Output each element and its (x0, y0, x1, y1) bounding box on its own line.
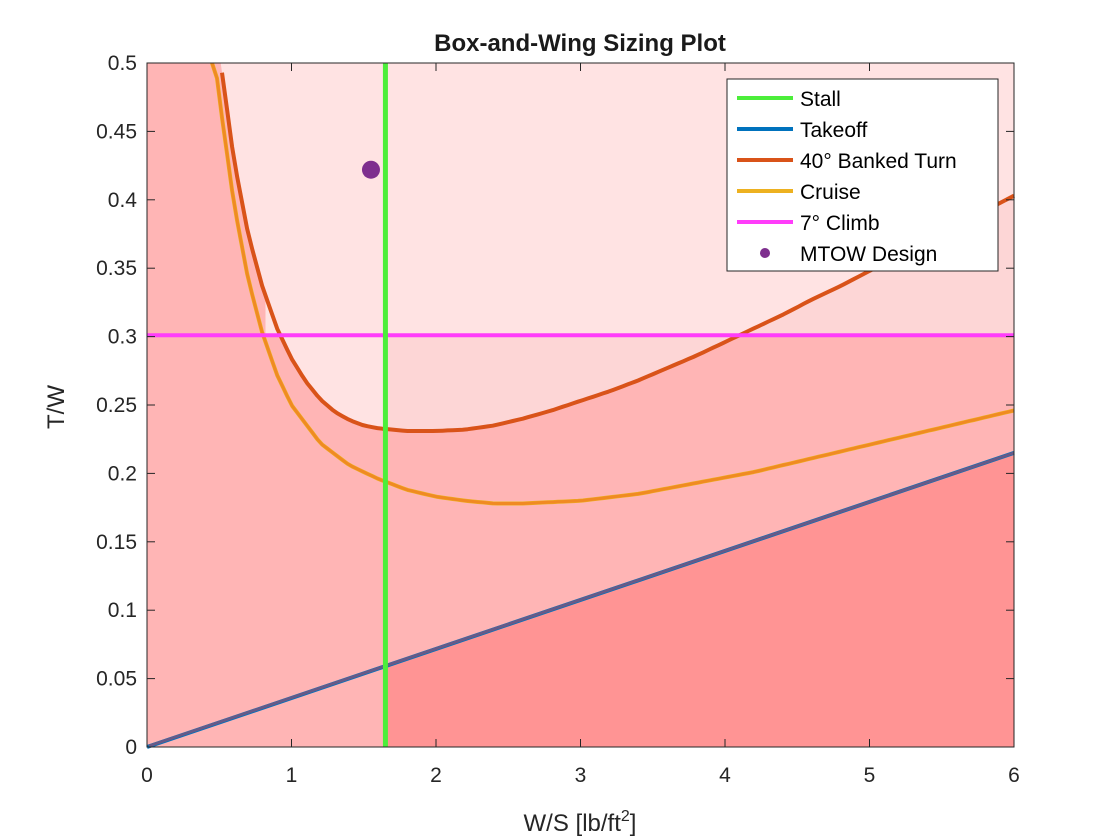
chart-title: Box-and-Wing Sizing Plot (434, 30, 726, 57)
x-tick-label: 1 (286, 764, 298, 787)
legend: Stall Takeoff 40° Banked Turn Cruise 7° … (726, 78, 999, 272)
region-turn-climb (385, 195, 1014, 431)
legend-label-stall: Stall (800, 88, 841, 111)
y-tick-label: 0.25 (96, 394, 137, 417)
y-tick-label: 0.5 (108, 52, 137, 75)
legend-label-turn: 40° Banked Turn (800, 150, 957, 173)
y-tick-label: 0.45 (96, 120, 137, 143)
y-tick-label: 0.15 (96, 531, 137, 554)
legend-box (726, 78, 999, 272)
y-tick-label: 0.05 (96, 668, 137, 691)
x-tick-label: 0 (141, 764, 153, 787)
y-tick-label: 0.2 (108, 462, 137, 485)
x-tick-label: 6 (1008, 764, 1020, 787)
x-tick-label: 2 (430, 764, 442, 787)
design-point-0 (361, 160, 380, 179)
y-tick-label: 0.1 (108, 599, 137, 622)
y-tick-label: 0.3 (108, 326, 137, 349)
legend-marker-design (760, 248, 770, 258)
y-tick-label: 0.4 (108, 189, 138, 212)
cruise-curve-overlay (210, 62, 1015, 505)
legend-label-design: MTOW Design (800, 243, 937, 266)
legend-label-climb: 7° Climb (800, 212, 880, 235)
x-axis-label-close: ] (630, 810, 637, 837)
region-left-corner (147, 63, 386, 747)
legend-label-cruise: Cruise (800, 181, 861, 204)
x-tick-label: 4 (719, 764, 731, 787)
y-tick-label: 0.35 (96, 257, 137, 280)
x-tick-label: 5 (864, 764, 876, 787)
x-axis-label-sup: 2 (621, 808, 630, 825)
takeoff-line-overlay (148, 451, 1015, 748)
y-axis-label: T/W (43, 385, 70, 429)
region-pocket (265, 295, 386, 429)
x-tick-label: 3 (575, 764, 587, 787)
x-axis-label: W/S [lb/ft2] (524, 808, 637, 837)
design-points (361, 160, 380, 179)
axis-ticks: 0 1 2 3 4 5 6 0 0.05 0.1 0.15 0.2 0.25 0.3 0.35 0.4 0.45… (96, 52, 1020, 787)
legend-label-takeoff: Takeoff (800, 119, 867, 142)
region-below-takeoff (385, 452, 1014, 747)
x-axis-label-main: W/S [lb/ft (524, 810, 622, 837)
y-tick-label: 0 (125, 736, 137, 759)
